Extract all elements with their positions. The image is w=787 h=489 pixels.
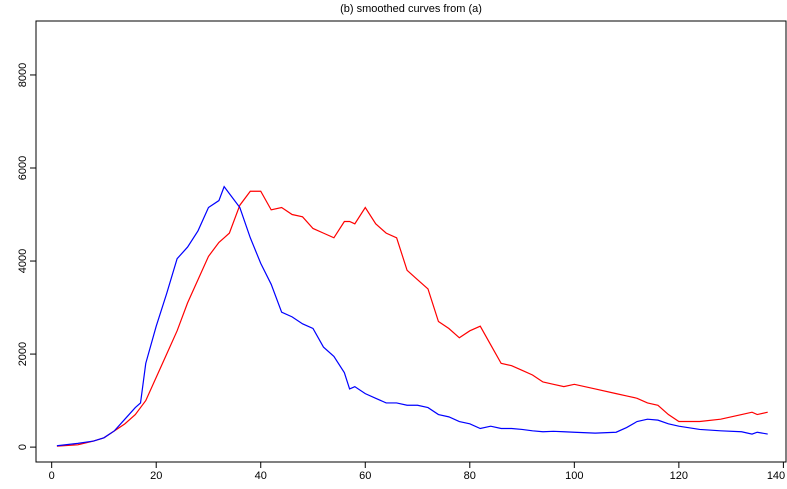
y-tick-label: 8000 — [17, 63, 29, 87]
y-tick-label: 4000 — [17, 249, 29, 273]
x-tick-label: 60 — [359, 470, 371, 482]
x-tick-label: 20 — [150, 470, 162, 482]
plot-frame — [35, 20, 787, 463]
x-tick-label: 40 — [255, 470, 267, 482]
y-tick-label: 0 — [17, 444, 29, 450]
x-tick-label: 140 — [767, 470, 785, 482]
y-tick-label: 2000 — [17, 342, 29, 366]
chart-title: (b) smoothed curves from (a) — [340, 3, 482, 15]
x-tick-label: 120 — [670, 470, 688, 482]
x-tick-label: 100 — [565, 470, 583, 482]
x-tick-label: 80 — [464, 470, 476, 482]
series-line — [56, 190, 768, 447]
series-line — [56, 185, 768, 447]
x-tick-label: 0 — [49, 470, 55, 482]
y-tick-label: 6000 — [17, 156, 29, 180]
